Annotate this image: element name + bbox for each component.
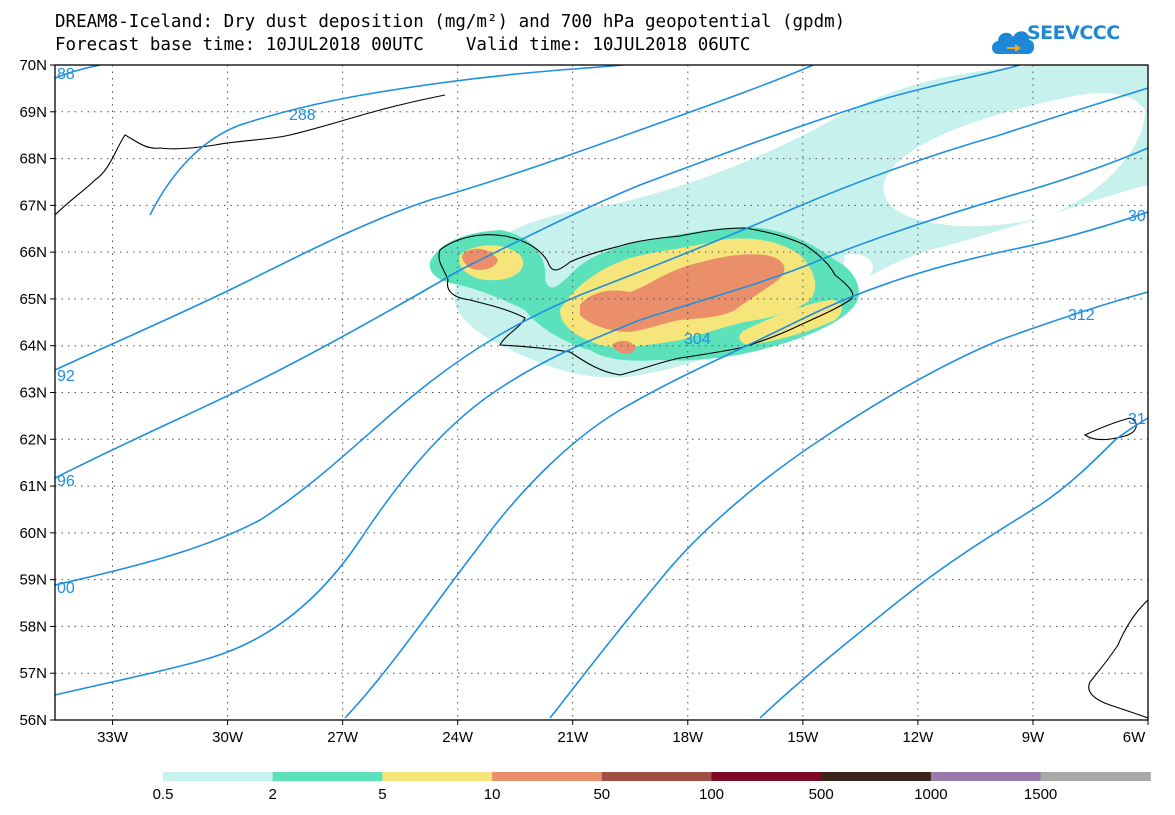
contour-292 (55, 65, 816, 371)
contour-label-30: 30 (1128, 208, 1146, 225)
colorbar-label: 0.5 (153, 786, 174, 803)
logo-text: SEEVCCC (1027, 22, 1120, 44)
lat-label: 58N (19, 618, 47, 635)
colorbar-label: 100 (699, 786, 724, 803)
lat-label: 67N (19, 197, 47, 214)
lat-label: 62N (19, 431, 47, 448)
lon-label: 21W (557, 729, 589, 746)
colorbar-swatch (272, 772, 383, 781)
lat-label: 70N (19, 57, 47, 74)
contour-label-88: 88 (57, 66, 75, 83)
colorbar-swatch (711, 772, 822, 781)
lon-label: 15W (787, 729, 819, 746)
contour-label-31: 31 (1128, 411, 1146, 428)
colorbar-swatch (821, 772, 932, 781)
lat-label: 63N (19, 385, 47, 402)
colorbar-swatch (1040, 772, 1151, 781)
colorbar-swatch (163, 772, 274, 781)
lat-label: 60N (19, 525, 47, 542)
contour-308 (344, 211, 1148, 719)
colorbar-label: 1000 (914, 786, 947, 803)
lon-label: 33W (97, 729, 129, 746)
contour-304 (55, 147, 1148, 696)
lat-label: 57N (19, 665, 47, 682)
lon-label: 6W (1123, 729, 1146, 746)
longitude-labels: 33W 30W 27W 24W 21W 18W 15W 12W 9W 6W (97, 720, 1149, 746)
lat-label: 59N (19, 572, 47, 589)
contour-labels: 88 288 92 96 00 304 312 30 31 (57, 66, 1146, 597)
colorbar-label: 50 (593, 786, 610, 803)
dust-clear-area (883, 93, 1145, 227)
dust-level-10-south (612, 340, 636, 354)
dust-level-10-main (580, 254, 785, 332)
contour-label-00: 00 (57, 580, 75, 597)
contour-300 (55, 87, 1148, 586)
colorbar-label: 2 (269, 786, 277, 803)
contour-312 (549, 291, 1148, 719)
latitude-labels: 70N 69N 68N 67N 66N 65N 64N 63N 62N 61N 60N 59N 58N 5… (19, 57, 55, 729)
faroe-coast (1083, 417, 1137, 441)
lon-label: 27W (327, 729, 359, 746)
lon-label: 24W (442, 729, 474, 746)
colorbar-label: 500 (809, 786, 834, 803)
contour-label-96: 96 (57, 473, 75, 490)
contour-296 (55, 65, 1024, 479)
colorbar-swatch (492, 772, 603, 781)
lat-label: 66N (19, 244, 47, 261)
lat-label: 68N (19, 151, 47, 168)
contour-288-north (55, 65, 101, 79)
contour-label-288: 288 (289, 107, 316, 124)
colorbar-label: 1500 (1024, 786, 1057, 803)
lon-label: 9W (1022, 729, 1045, 746)
lon-label: 18W (672, 729, 704, 746)
greenland-coast (55, 94, 446, 216)
colorbar-label: 10 (484, 786, 501, 803)
lat-label: 64N (19, 338, 47, 355)
geopotential-contours (55, 65, 1148, 719)
colorbar (163, 772, 1151, 781)
contour-label-312: 312 (1068, 307, 1095, 324)
lat-label: 61N (19, 478, 47, 495)
lat-label: 65N (19, 291, 47, 308)
title-line-2: Forecast base time: 10JUL2018 00UTC Vali… (55, 35, 751, 55)
lon-label: 12W (902, 729, 934, 746)
contour-label-304: 304 (684, 331, 711, 348)
colorbar-swatch (382, 772, 493, 781)
title-line-1: DREAM8-Iceland: Dry dust deposition (mg/… (55, 12, 846, 32)
colorbar-labels: 0.5 2 5 10 50 100 500 1000 1500 (153, 786, 1058, 803)
lat-label: 69N (19, 104, 47, 121)
colorbar-swatch (930, 772, 1042, 781)
lon-label: 30W (212, 729, 244, 746)
contour-label-92: 92 (57, 368, 75, 385)
scotland-coast (1088, 599, 1148, 719)
colorbar-swatch (601, 772, 712, 781)
colorbar-label: 5 (378, 786, 386, 803)
contour-288 (149, 65, 633, 216)
seevccc-logo-cloud-icon (992, 31, 1035, 54)
lat-label: 56N (19, 712, 47, 729)
contour-316 (759, 417, 1148, 719)
graticule (55, 65, 1148, 720)
